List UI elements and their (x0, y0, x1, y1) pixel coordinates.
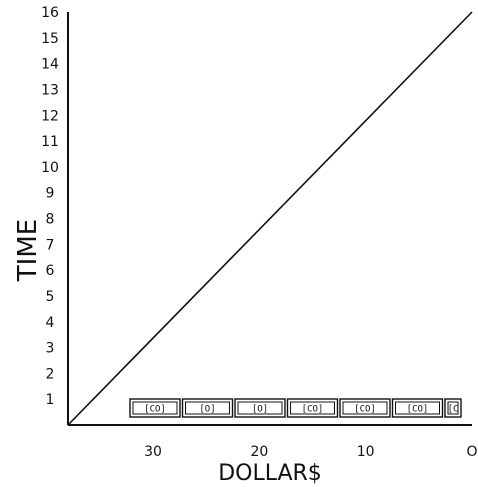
y-tick-label: 11 (41, 134, 59, 150)
y-tick-label: 15 (41, 31, 59, 47)
dollar-bill: [CO] (129, 398, 181, 418)
dollar-bills: [CO] [O] [O] [CO] [CO] [CO] [C (129, 398, 462, 418)
y-tick-label: 4 (46, 315, 55, 331)
y-axis-title: TIME (13, 219, 43, 282)
y-tick-label: 5 (46, 289, 55, 305)
dollar-bill-outline (444, 398, 462, 418)
dollar-bill: [O] (181, 398, 234, 418)
x-axis-title: DOLLAR$ (218, 461, 322, 486)
dollar-bill-outline (286, 398, 339, 418)
dollar-bill-label: [C (448, 405, 459, 415)
dollar-bill-label: [CO] (407, 405, 429, 415)
x-tick-label: 20 (250, 444, 268, 460)
dollar-bill-border (290, 401, 335, 415)
y-tick-label: 12 (41, 108, 59, 124)
y-tick-label: 9 (46, 186, 55, 202)
y-tick-label: 7 (46, 237, 55, 253)
dollar-bill-outline (391, 398, 444, 418)
dollar-bill: [C (444, 398, 462, 418)
dollar-bill-border (447, 401, 459, 415)
dollar-bill-label: [O] (252, 405, 268, 415)
dollar-bill-outline (129, 398, 181, 418)
y-tick-label: 1 (46, 392, 55, 408)
dollar-bill-border (342, 401, 388, 415)
dollar-bill-border (395, 401, 440, 415)
x-tick-label: 10 (357, 444, 375, 460)
dollar-bill: [CO] (286, 398, 339, 418)
dollar-bill-outline (339, 398, 391, 418)
dollar-bill-label: [CO] (354, 405, 376, 415)
dollar-bill-border (237, 401, 283, 415)
dollar-bill: [CO] (391, 398, 444, 418)
y-tick-label: 13 (41, 82, 59, 98)
x-tick-labels: 30 20 10 O (144, 444, 477, 460)
y-tick-label: 14 (41, 57, 59, 73)
y-tick-label: 8 (46, 212, 55, 228)
x-tick-label: O (466, 444, 477, 460)
y-tick-label: 2 (46, 366, 55, 382)
dollar-bill-label: [CO] (302, 405, 324, 415)
dollar-bill-outline (181, 398, 234, 418)
axes (67, 12, 472, 426)
dollar-bill-outline (234, 398, 286, 418)
dollar-bill: [O] (234, 398, 286, 418)
dollar-bill-border (132, 401, 178, 415)
dollar-bill-border (185, 401, 230, 415)
dollar-bill: [CO] (339, 398, 391, 418)
dollar-bill-label: [O] (199, 405, 215, 415)
x-tick-label: 30 (144, 444, 162, 460)
dollar-bill-label: [CO] (144, 405, 166, 415)
series (67, 11, 473, 426)
y-tick-label: 6 (46, 263, 55, 279)
y-tick-label: 16 (41, 5, 59, 21)
y-tick-label: 10 (41, 160, 59, 176)
series-line (67, 11, 473, 426)
y-tick-label: 3 (46, 341, 55, 357)
